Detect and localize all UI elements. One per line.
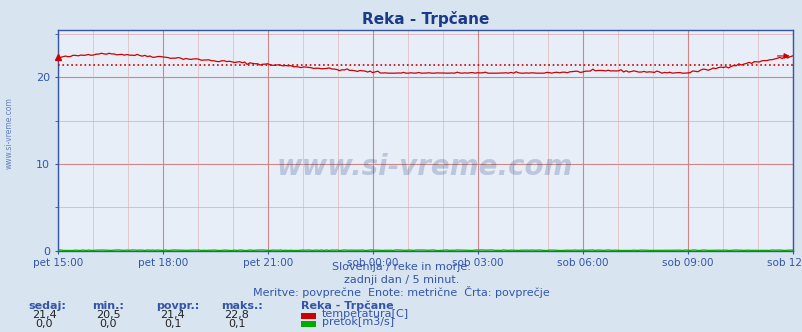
Text: Meritve: povprečne  Enote: metrične  Črta: povprečje: Meritve: povprečne Enote: metrične Črta:… (253, 286, 549, 298)
Title: Reka - Trpčane: Reka - Trpčane (361, 11, 488, 27)
Text: min.:: min.: (92, 301, 124, 311)
Text: 21,4: 21,4 (32, 310, 56, 320)
Text: povpr.:: povpr.: (156, 301, 200, 311)
Text: www.si-vreme.com: www.si-vreme.com (277, 153, 573, 181)
Text: 0,0: 0,0 (35, 319, 53, 329)
Text: 20,5: 20,5 (96, 310, 120, 320)
Text: 0,1: 0,1 (164, 319, 181, 329)
Text: 21,4: 21,4 (160, 310, 184, 320)
Text: www.si-vreme.com: www.si-vreme.com (5, 97, 14, 169)
Text: Slovenija / reke in morje.: Slovenija / reke in morje. (332, 262, 470, 272)
Text: zadnji dan / 5 minut.: zadnji dan / 5 minut. (343, 275, 459, 285)
Text: pretok[m3/s]: pretok[m3/s] (322, 317, 394, 327)
Text: Reka - Trpčane: Reka - Trpčane (301, 301, 393, 311)
Text: 0,0: 0,0 (99, 319, 117, 329)
Text: sedaj:: sedaj: (28, 301, 66, 311)
Text: temperatura[C]: temperatura[C] (322, 309, 408, 319)
Text: maks.:: maks.: (221, 301, 262, 311)
Text: 0,1: 0,1 (228, 319, 245, 329)
Text: 22,8: 22,8 (225, 310, 249, 320)
